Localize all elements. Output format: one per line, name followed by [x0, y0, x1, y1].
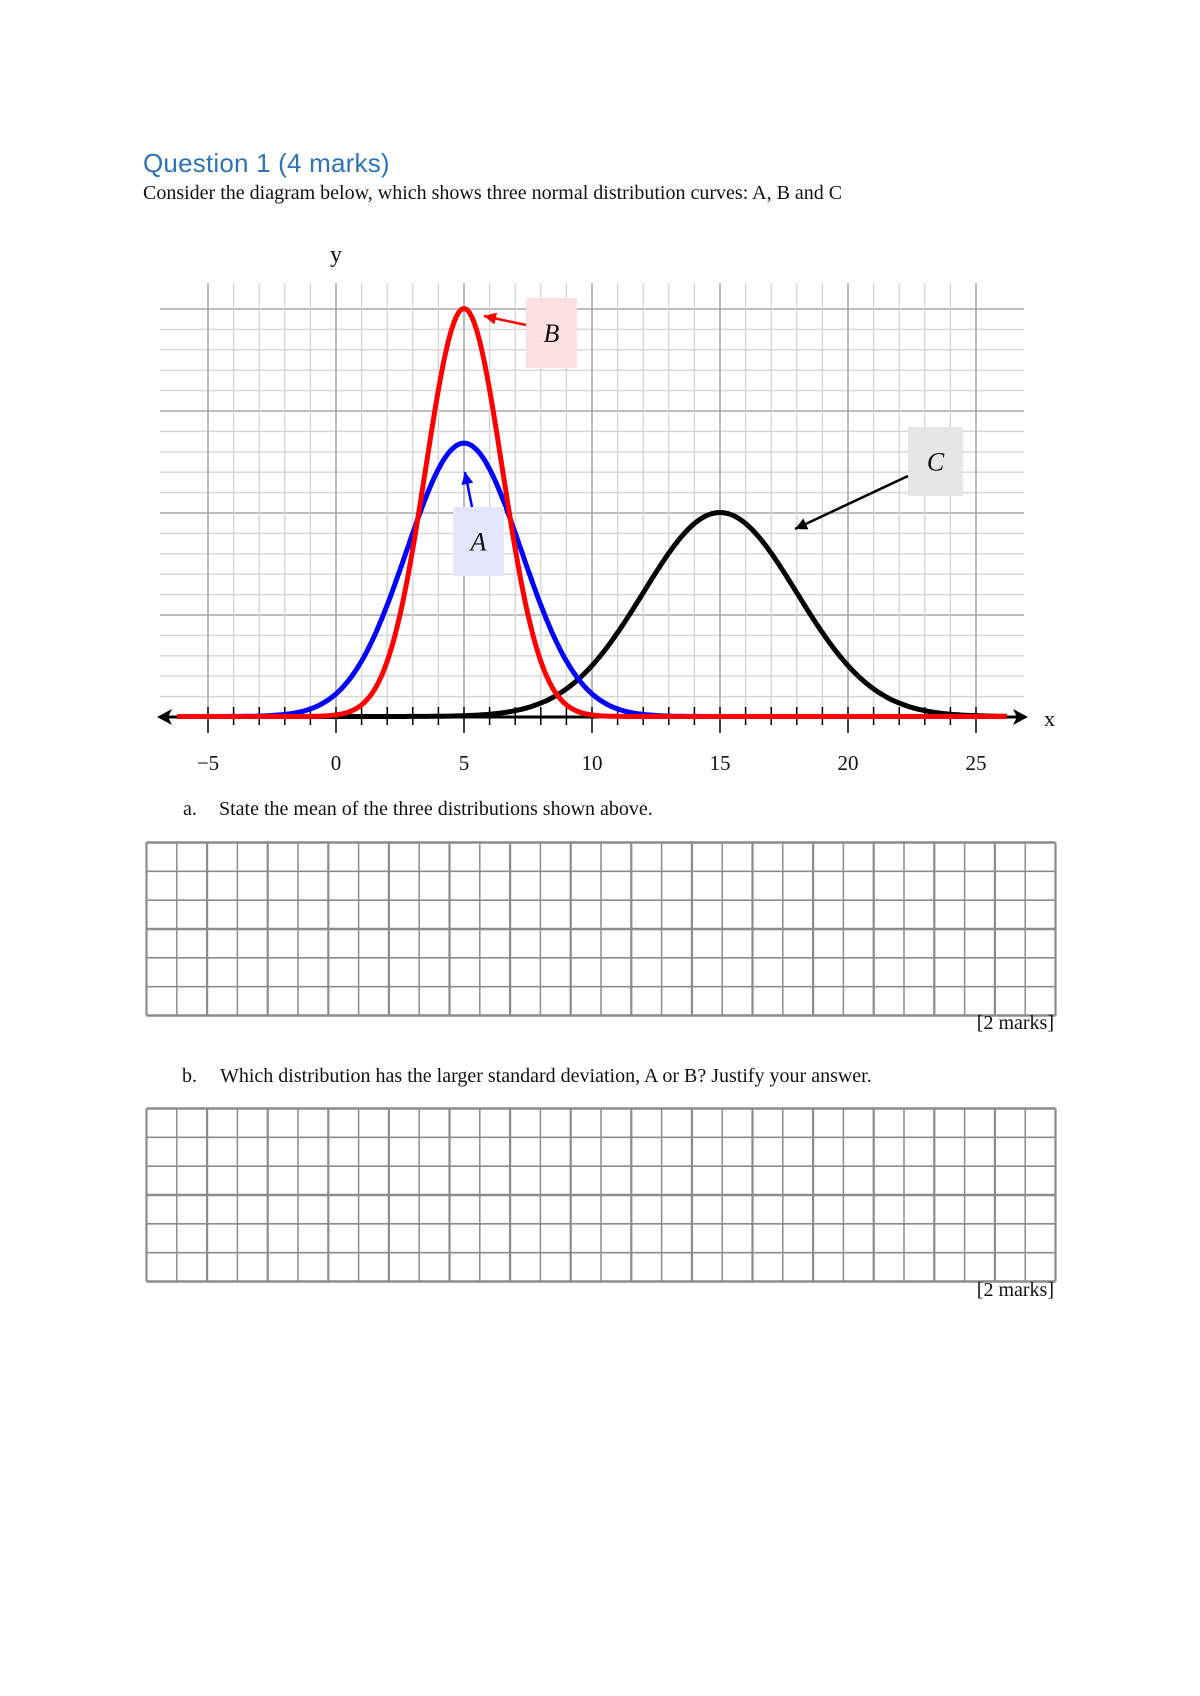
label-text-b: B	[544, 319, 560, 348]
label-box-c: C	[794, 427, 963, 531]
axis-arrow-left-icon	[157, 709, 172, 725]
arrowhead-icon	[484, 312, 497, 325]
answer-grid-a[interactable]	[145, 841, 1057, 1017]
part-a-marks: [2 marks]	[976, 1012, 1054, 1034]
x-tick-label: 10	[582, 751, 603, 775]
question-title: Question 1 (4 marks)	[143, 148, 390, 178]
normal-distribution-chart: −5 0 5 10 15 20 25 x y C A B	[157, 242, 1055, 775]
label-box-b: B	[483, 298, 577, 368]
part-b-text: Which distribution has the larger standa…	[220, 1065, 872, 1087]
y-axis-label: y	[330, 242, 342, 268]
arrowhead-icon	[461, 472, 474, 485]
x-tick-label: 15	[710, 751, 731, 775]
part-b-label: b.	[182, 1065, 197, 1087]
label-arrow-c	[794, 474, 909, 531]
x-tick-label: 5	[459, 751, 470, 775]
label-box-a: A	[453, 471, 504, 576]
curve-b	[177, 306, 1007, 719]
arrowhead-icon	[795, 518, 809, 530]
question-intro: Consider the diagram below, which shows …	[143, 182, 843, 204]
x-tick-label: 25	[966, 751, 987, 775]
x-tick-label: −5	[197, 751, 219, 775]
x-tick-label: 20	[838, 751, 859, 775]
label-text-a: A	[469, 528, 487, 557]
part-a-text: State the mean of the three distribution…	[219, 798, 653, 820]
axis-arrow-right-icon	[1013, 709, 1028, 725]
part-a-label: a.	[183, 798, 197, 820]
answer-grid-b[interactable]	[145, 1107, 1057, 1283]
label-text-c: C	[927, 448, 945, 477]
chart-grid	[160, 283, 1024, 718]
part-b-marks: [2 marks]	[976, 1279, 1054, 1301]
x-tick-label: 0	[331, 751, 342, 775]
x-axis-label: x	[1044, 706, 1055, 731]
